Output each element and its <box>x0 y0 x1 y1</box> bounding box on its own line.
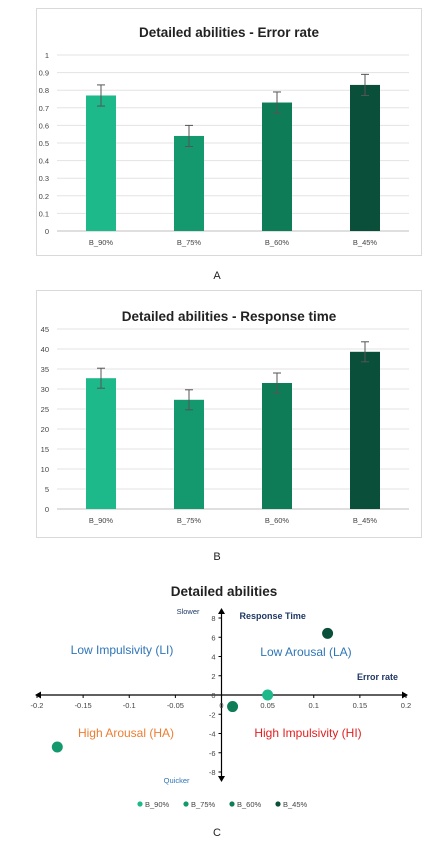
chart-title: Detailed abilities - Response time <box>122 309 337 324</box>
y-tick-label: 0 <box>45 227 49 236</box>
x-tick-label: -0.1 <box>123 701 136 710</box>
y-tick-label: 20 <box>41 425 49 434</box>
legend-label: B_75% <box>191 800 216 809</box>
legend-label: B_60% <box>237 800 262 809</box>
x-axis-arrow-left <box>35 691 41 699</box>
y-tick-label: -2 <box>209 710 216 719</box>
bar <box>174 399 204 509</box>
x-tick-label: 0.1 <box>309 701 319 710</box>
x-tick-label: B_75% <box>177 516 202 525</box>
data-point <box>51 741 63 753</box>
data-point <box>262 689 274 701</box>
y-axis-arrow-bottom <box>218 776 225 782</box>
y-tick-label: 0 <box>45 505 49 514</box>
y-tick-label: 0.2 <box>39 192 49 201</box>
x-tick-label: -0.15 <box>75 701 92 710</box>
y-tick-label: 2 <box>211 672 215 681</box>
legend-marker <box>275 801 281 807</box>
y-tick-label: 0.3 <box>39 174 49 183</box>
quadrant-label-top-right: Low Arousal (LA) <box>260 645 351 659</box>
x-tick-label: B_60% <box>265 238 290 247</box>
x-tick-label: -0.05 <box>167 701 184 710</box>
response-time-chart-svg: Detailed abilities - Response time 0 5 10 1… <box>41 309 409 525</box>
y-tick-label: 15 <box>41 445 49 454</box>
bar <box>86 378 116 509</box>
bar <box>174 135 204 231</box>
error-rate-chart: Detailed abilities - Error rate 0 0.1 0.2 0… <box>36 8 422 256</box>
y-axis-arrow-top <box>218 608 225 614</box>
x-tick-label: B_60% <box>265 516 290 525</box>
y-tick-label: 35 <box>41 365 49 374</box>
caption-a: A <box>213 270 221 282</box>
x-axis-name: Error rate <box>357 672 398 682</box>
error-rate-chart-svg: Detailed abilities - Error rate 0 0.1 0.2 0… <box>39 25 409 247</box>
legend-marker <box>137 801 143 807</box>
x-tick-label: 0.05 <box>260 701 275 710</box>
y-tick-label: 0.1 <box>39 209 49 218</box>
y-tick-label: 10 <box>41 465 49 474</box>
y-tick-label: 40 <box>41 345 49 354</box>
abilities-scatter-chart: Detailed abilities -0.2 -0.15 -0.1 -0.05 0 0.… <box>31 578 420 814</box>
data-point <box>322 627 334 639</box>
y-tick-label: -4 <box>209 730 216 739</box>
x-tick-label: B_90% <box>89 516 114 525</box>
x-axis-arrow-right <box>402 691 408 699</box>
x-tick-label: B_75% <box>177 238 202 247</box>
x-tick-label: B_45% <box>353 238 378 247</box>
y-tick-label: 0.6 <box>39 121 49 130</box>
y-tick-label: 0.7 <box>39 104 49 113</box>
bar <box>262 383 292 509</box>
bar <box>350 351 380 509</box>
y-tick-label: 0.9 <box>39 69 49 78</box>
y-tick-label: 45 <box>41 325 49 334</box>
y-tick-label: 8 <box>211 614 215 623</box>
caption-b: B <box>213 551 221 563</box>
bar <box>86 95 116 231</box>
x-tick-label: 0.15 <box>353 701 368 710</box>
y-tick-label: 0.8 <box>39 86 49 95</box>
x-tick-label: B_90% <box>89 238 114 247</box>
legend-label: B_45% <box>283 800 308 809</box>
quadrant-label-bottom-right: High Impulsivity (HI) <box>254 726 361 740</box>
y-axis-top-label: Slower <box>177 607 200 616</box>
bar <box>262 102 292 232</box>
legend-marker <box>183 801 189 807</box>
x-tick-label: 0 <box>219 701 223 710</box>
response-time-chart: Detailed abilities - Response time 0 5 10 1… <box>36 290 422 538</box>
bar <box>350 84 380 231</box>
chart-title: Detailed abilities <box>171 584 278 599</box>
y-tick-label: -6 <box>209 749 216 758</box>
x-tick-label: B_45% <box>353 516 378 525</box>
legend-marker <box>229 801 235 807</box>
x-tick-label: -0.2 <box>31 701 44 710</box>
y-axis-bottom-label: Quicker <box>164 776 190 785</box>
y-tick-label: -8 <box>209 768 216 777</box>
y-axis-name: Response Time <box>240 611 306 621</box>
y-tick-label: 6 <box>211 633 215 642</box>
y-tick-label: 5 <box>45 485 49 494</box>
legend-label: B_90% <box>145 800 170 809</box>
abilities-scatter-svg: Detailed abilities -0.2 -0.15 -0.1 -0.05 0 0.… <box>31 584 412 809</box>
y-tick-label: 4 <box>211 653 215 662</box>
chart-title: Detailed abilities - Error rate <box>139 25 320 40</box>
quadrant-label-bottom-left: High Arousal (HA) <box>78 726 174 740</box>
quadrant-label-top-left: Low Impulsivity (LI) <box>71 643 174 657</box>
x-tick-label: 0.2 <box>401 701 411 710</box>
y-tick-label: 1 <box>45 51 49 60</box>
y-tick-label: 0.4 <box>39 157 49 166</box>
y-tick-label: 25 <box>41 405 49 414</box>
data-point <box>227 701 239 713</box>
y-tick-label: 0.5 <box>39 139 49 148</box>
y-tick-label: 0 <box>211 691 215 700</box>
y-tick-label: 30 <box>41 385 49 394</box>
caption-c: C <box>213 827 221 839</box>
